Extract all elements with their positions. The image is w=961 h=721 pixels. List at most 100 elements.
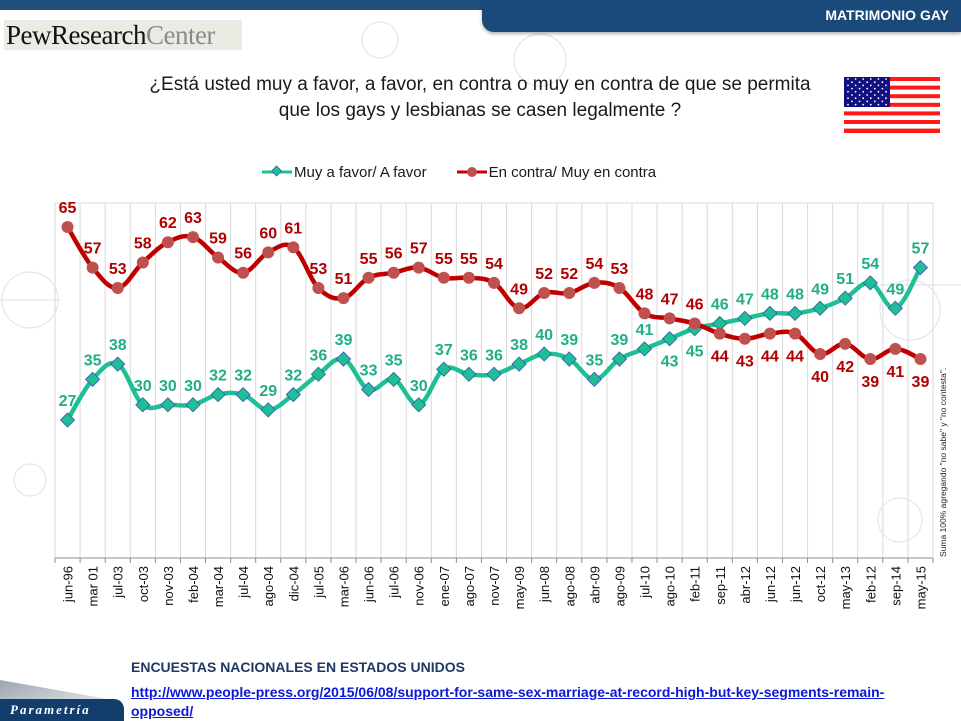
- data-point-contra: [186, 231, 199, 244]
- flag-star: [881, 100, 884, 103]
- data-point-favor: [712, 315, 728, 332]
- flag-star: [858, 87, 861, 90]
- x-tick-label: oct-03: [136, 566, 151, 602]
- data-label-favor: 49: [811, 281, 829, 298]
- flag-star: [862, 90, 865, 93]
- flag-star: [885, 103, 887, 106]
- data-point-favor: [636, 341, 653, 357]
- flag-star: [858, 100, 861, 103]
- logo-bold: PewResearch: [6, 20, 146, 50]
- data-point-contra: [387, 266, 400, 279]
- x-tick-label: nov-07: [487, 566, 502, 606]
- data-label-contra: 52: [535, 266, 553, 283]
- x-tick-label: jul-03: [111, 566, 126, 599]
- data-label-contra: 43: [736, 354, 754, 371]
- logo-light: Center: [145, 20, 215, 50]
- legend-favor-label: Muy a favor/ A favor: [294, 163, 427, 181]
- data-label-favor: 38: [109, 337, 127, 354]
- data-point-contra: [488, 276, 500, 289]
- x-tick-label: ago-10: [663, 566, 678, 606]
- flag-star: [851, 94, 853, 96]
- data-point-favor: [235, 386, 251, 403]
- data-point-favor: [536, 346, 552, 362]
- data-label-contra: 44: [761, 349, 779, 366]
- flag-star: [847, 90, 849, 93]
- data-point-favor: [837, 290, 853, 306]
- flag-star: [862, 97, 865, 100]
- data-point-favor: [561, 351, 577, 367]
- data-label-favor: 32: [234, 368, 252, 385]
- x-tick-label: jun-08: [537, 566, 552, 603]
- x-tick-label: may-09: [512, 566, 527, 609]
- data-point-favor: [185, 397, 201, 413]
- x-tick-label: sep-14: [888, 566, 903, 606]
- flag-star: [869, 103, 872, 106]
- flag-star: [858, 94, 861, 96]
- data-point-contra: [136, 256, 149, 269]
- us-flag-icon: [844, 77, 940, 133]
- data-point-contra: [161, 236, 174, 249]
- flag-star: [881, 87, 884, 90]
- flag-star: [873, 94, 876, 96]
- x-tick-label: jul-05: [311, 566, 326, 599]
- x-tick-label: jul-04: [236, 566, 251, 599]
- data-label-contra: 44: [786, 349, 804, 366]
- data-label-favor: 39: [560, 332, 578, 349]
- data-label-contra: 60: [259, 225, 277, 242]
- data-label-favor: 43: [661, 354, 679, 371]
- data-label-favor: 57: [912, 241, 930, 258]
- x-tick-label: ene-07: [437, 566, 452, 606]
- pew-research-logo: PewResearchCenter: [4, 20, 242, 50]
- data-point-contra: [688, 317, 701, 330]
- x-tick-label: mar-04: [211, 566, 226, 607]
- data-label-contra: 46: [686, 297, 704, 314]
- data-point-favor: [912, 259, 929, 276]
- x-tick-label: jun-12: [763, 566, 778, 603]
- flag-star: [866, 94, 869, 96]
- x-tick-label: may-13: [838, 566, 853, 609]
- data-label-favor: 49: [886, 281, 904, 298]
- x-tick-label: nov-03: [161, 566, 176, 606]
- flag-star: [885, 90, 887, 93]
- flag-star: [881, 94, 884, 96]
- data-point-favor: [461, 366, 477, 382]
- flag-star: [854, 97, 857, 100]
- data-point-contra: [713, 327, 726, 340]
- x-tick-label: sep-11: [713, 566, 728, 605]
- data-label-favor: 32: [284, 368, 302, 385]
- data-point-favor: [310, 366, 327, 382]
- data-label-contra: 53: [611, 261, 629, 278]
- flag-star: [854, 84, 857, 87]
- data-label-favor: 46: [711, 297, 729, 314]
- data-label-favor: 47: [736, 291, 754, 308]
- data-label-favor: 38: [510, 337, 528, 354]
- data-point-contra: [839, 337, 852, 350]
- data-label-contra: 57: [84, 241, 102, 258]
- data-point-favor: [160, 397, 176, 413]
- top-band: [0, 0, 961, 10]
- data-point-favor: [285, 386, 301, 403]
- data-point-contra: [337, 292, 350, 305]
- flag-star: [877, 90, 880, 93]
- data-point-favor: [411, 397, 427, 413]
- x-tick-label: oct-12: [813, 566, 828, 602]
- data-label-favor: 32: [209, 368, 227, 385]
- x-tick-label: jul-10: [638, 566, 653, 599]
- data-point-favor: [360, 381, 377, 398]
- data-label-contra: 63: [184, 210, 202, 227]
- flag-star: [847, 84, 849, 87]
- data-point-contra: [789, 327, 802, 340]
- data-point-contra: [513, 302, 526, 315]
- source-link[interactable]: http://www.people-press.org/2015/06/08/s…: [131, 684, 885, 719]
- data-point-favor: [110, 356, 126, 372]
- data-label-favor: 29: [259, 383, 277, 400]
- data-label-contra: 54: [585, 256, 603, 273]
- flag-star: [877, 103, 880, 106]
- x-tick-label: jun-96: [61, 566, 76, 603]
- flag-star: [877, 78, 880, 80]
- x-tick-label: mar 01: [86, 566, 101, 606]
- data-label-favor: 39: [611, 332, 629, 349]
- data-label-contra: 55: [360, 251, 378, 268]
- flag-star: [854, 78, 857, 80]
